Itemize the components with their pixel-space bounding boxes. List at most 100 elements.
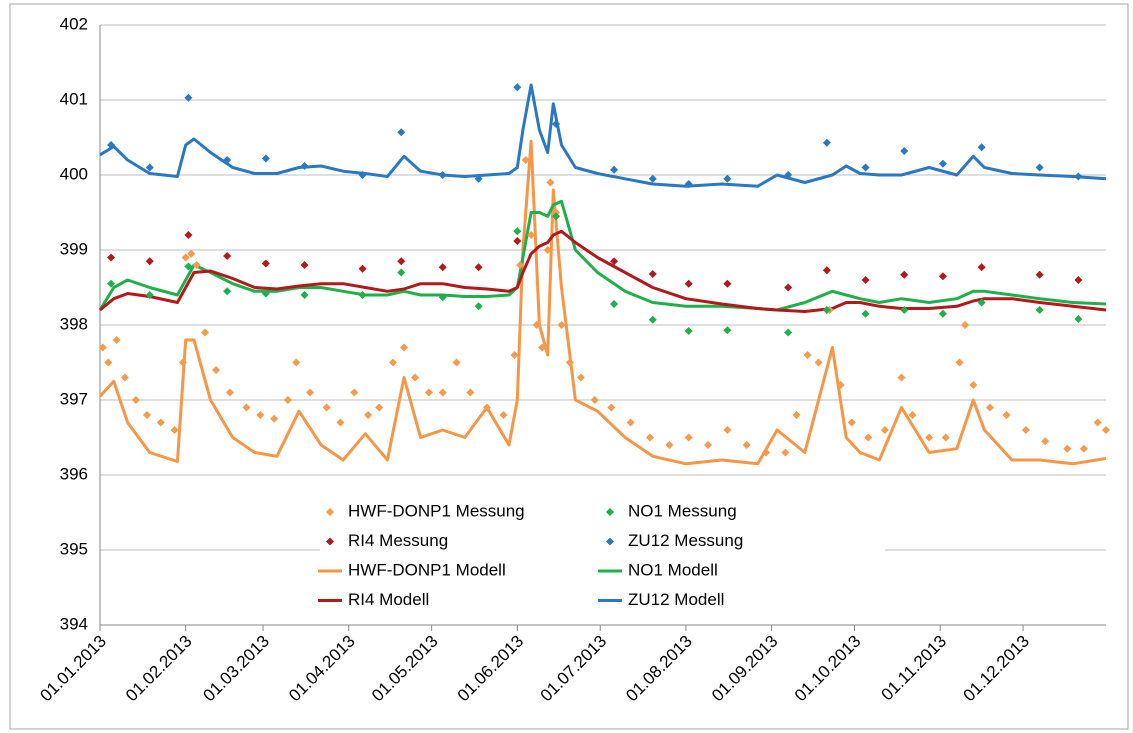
marker <box>822 306 831 314</box>
marker <box>836 381 845 389</box>
marker <box>723 426 732 434</box>
marker <box>306 388 315 397</box>
marker <box>557 321 566 329</box>
marker <box>908 411 917 419</box>
marker <box>300 291 309 299</box>
marker <box>938 272 947 281</box>
y-tick-label: 399 <box>60 239 88 258</box>
marker <box>474 174 483 183</box>
marker <box>350 388 359 397</box>
marker <box>397 128 406 137</box>
marker <box>438 171 447 179</box>
marker <box>723 279 732 288</box>
y-tick-label: 395 <box>60 539 88 558</box>
marker <box>513 227 522 236</box>
marker <box>977 298 986 307</box>
marker <box>256 411 265 419</box>
marker <box>723 326 732 335</box>
marker <box>181 253 190 262</box>
marker <box>803 351 812 359</box>
marker <box>645 433 654 442</box>
y-tick-label: 400 <box>60 164 88 183</box>
marker <box>223 287 232 296</box>
marker <box>941 433 950 442</box>
marker <box>170 426 179 434</box>
marker <box>1074 276 1083 284</box>
marker <box>880 426 889 434</box>
marker <box>1035 306 1044 314</box>
marker <box>438 263 447 272</box>
marker <box>482 403 491 412</box>
marker <box>411 373 420 382</box>
marker <box>107 253 116 262</box>
marker <box>120 373 129 382</box>
marker <box>358 171 367 179</box>
marker <box>1074 172 1083 181</box>
marker <box>513 83 522 92</box>
marker <box>626 418 635 427</box>
marker <box>938 159 947 168</box>
marker <box>1041 437 1050 446</box>
marker <box>474 302 483 311</box>
y-tick-label: 398 <box>60 314 88 333</box>
marker <box>1035 270 1044 279</box>
marker <box>261 289 270 298</box>
marker <box>684 433 693 442</box>
marker <box>1093 418 1102 427</box>
line <box>98 199 1107 312</box>
marker <box>704 441 713 449</box>
marker <box>510 351 519 359</box>
marker <box>742 441 751 449</box>
marker <box>521 156 530 164</box>
legend-marker <box>606 537 614 546</box>
marker <box>184 93 193 102</box>
marker <box>300 162 309 170</box>
marker <box>375 403 384 412</box>
marker <box>900 270 909 279</box>
marker <box>499 411 508 419</box>
marker <box>322 403 331 412</box>
marker <box>283 396 292 404</box>
marker <box>925 433 934 442</box>
marker <box>1063 444 1072 453</box>
marker <box>684 180 693 188</box>
legend-label: HWF-DONP1 Messung <box>348 501 525 520</box>
marker <box>610 300 619 308</box>
marker <box>552 120 561 128</box>
legend-box <box>320 497 885 617</box>
marker <box>438 293 447 302</box>
marker <box>648 315 657 324</box>
marker <box>300 261 309 269</box>
marker <box>1102 426 1110 434</box>
marker <box>527 231 536 239</box>
marker <box>900 306 909 314</box>
marker <box>861 163 870 172</box>
marker <box>261 154 270 163</box>
marker <box>516 261 525 269</box>
marker <box>938 309 947 318</box>
marker <box>466 388 475 397</box>
marker <box>131 396 140 404</box>
marker <box>590 396 599 404</box>
legend-label: NO1 Modell <box>628 560 718 579</box>
marker <box>104 358 113 367</box>
marker <box>358 264 367 273</box>
marker <box>961 321 970 329</box>
marker <box>178 358 187 367</box>
marker <box>452 358 461 367</box>
marker <box>397 257 406 266</box>
marker <box>538 343 547 352</box>
marker <box>1002 411 1011 419</box>
marker <box>985 403 994 412</box>
marker <box>212 366 221 374</box>
marker <box>955 358 964 367</box>
marker <box>1079 444 1088 453</box>
legend-label: NO1 Messung <box>628 501 737 520</box>
legend-marker <box>326 508 334 516</box>
marker <box>187 249 196 258</box>
marker <box>723 174 732 183</box>
marker <box>1035 163 1044 172</box>
marker <box>438 388 447 397</box>
marker <box>142 411 151 419</box>
